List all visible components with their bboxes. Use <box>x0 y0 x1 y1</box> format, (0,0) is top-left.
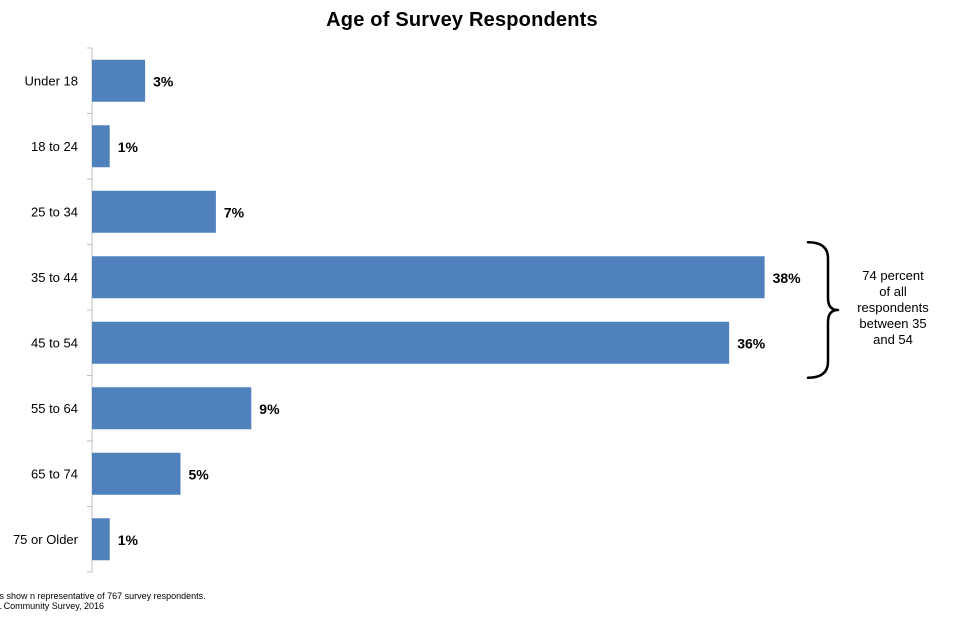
bar <box>92 125 110 168</box>
category-label: 75 or Older <box>13 532 79 547</box>
footnotes: Results show n representative of 767 sur… <box>0 591 206 611</box>
data-label: 1% <box>118 139 139 155</box>
data-label: 5% <box>189 466 210 482</box>
annotation-line: between 35 <box>859 316 927 331</box>
data-label: 9% <box>259 401 280 417</box>
category-label: 65 to 74 <box>31 466 78 481</box>
footnote-source: e: CSL Community Survey, 2016 <box>0 601 105 611</box>
curly-bracket <box>806 241 840 379</box>
category-label: 45 to 54 <box>31 335 78 350</box>
footnote-sample: Results show n representative of 767 sur… <box>0 591 206 601</box>
data-label: 7% <box>224 204 245 220</box>
category-label: Under 18 <box>25 73 78 88</box>
annotation-line: respondents <box>857 300 929 315</box>
category-label: 55 to 64 <box>31 401 78 416</box>
bracket-annotation: 74 percent of all respondents between 35… <box>838 268 948 348</box>
bar <box>92 190 216 233</box>
bar <box>92 59 146 102</box>
category-label: 35 to 44 <box>31 270 78 285</box>
category-label: 18 to 24 <box>31 139 78 154</box>
annotation-line: 74 percent <box>862 268 924 283</box>
category-label: 25 to 34 <box>31 204 78 219</box>
bar <box>92 387 252 430</box>
bar <box>92 321 730 364</box>
bar <box>92 518 110 561</box>
bar <box>92 452 181 495</box>
annotation-line: of all <box>879 284 907 299</box>
bar <box>92 256 765 299</box>
annotation-line: and 54 <box>873 332 913 347</box>
data-label: 36% <box>737 335 766 351</box>
chart-title: Age of Survey Respondents <box>326 9 598 31</box>
data-label: 3% <box>153 73 174 89</box>
data-label: 1% <box>118 532 139 548</box>
data-label: 38% <box>773 270 802 286</box>
